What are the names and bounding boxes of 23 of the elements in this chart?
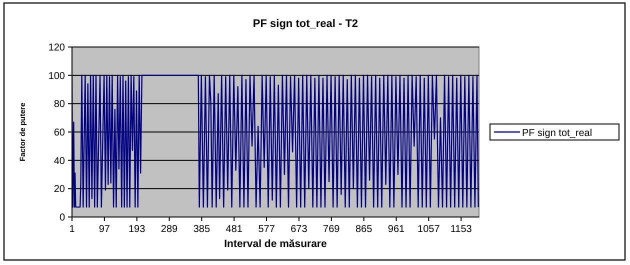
y-tick-label: 80 bbox=[54, 99, 66, 110]
x-tick-label: 1 bbox=[69, 224, 76, 235]
x-tick-label: 577 bbox=[258, 224, 276, 235]
x-tick-label: 961 bbox=[388, 224, 406, 235]
x-tick-label: 865 bbox=[355, 224, 373, 235]
x-axis-title: Interval de măsurare bbox=[224, 238, 328, 250]
x-tick-label: 673 bbox=[290, 224, 308, 235]
legend-label: PF sign tot_real bbox=[522, 128, 592, 139]
x-tick-label: 289 bbox=[160, 224, 178, 235]
x-tick-label: 769 bbox=[323, 224, 340, 235]
x-tick-label: 193 bbox=[128, 224, 146, 235]
x-tick-label: 1057 bbox=[418, 224, 440, 235]
x-tick-label: 97 bbox=[98, 224, 110, 235]
x-tick-label: 385 bbox=[193, 224, 210, 235]
y-tick-label: 0 bbox=[59, 212, 66, 224]
y-tick-label: 20 bbox=[54, 184, 66, 196]
y-tick-label: 100 bbox=[48, 70, 66, 82]
x-tick-label: 481 bbox=[226, 224, 243, 235]
y-tick-label: 120 bbox=[48, 42, 66, 54]
y-tick-label: 60 bbox=[54, 128, 66, 138]
y-tick-label: 40 bbox=[54, 156, 66, 167]
x-tick-label: 1153 bbox=[450, 224, 472, 235]
chart-title: PF sign tot_real - T2 bbox=[252, 18, 358, 30]
